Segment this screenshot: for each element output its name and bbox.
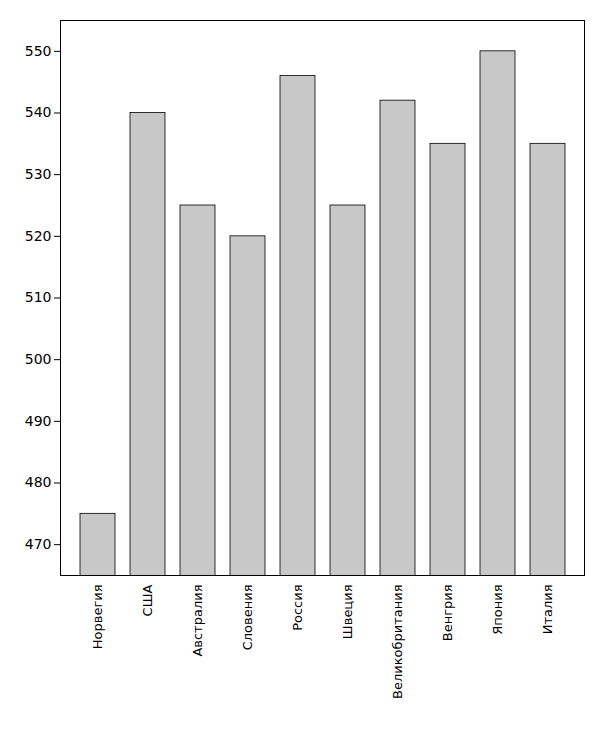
svg-text:Япония: Япония — [490, 585, 505, 635]
svg-text:Венгрия: Венгрия — [440, 585, 455, 642]
svg-text:Словения: Словения — [240, 585, 255, 651]
svg-text:480: 480 — [25, 474, 52, 490]
svg-text:Австралия: Австралия — [190, 585, 205, 657]
svg-text:510: 510 — [25, 289, 52, 305]
svg-text:США: США — [140, 584, 155, 616]
svg-text:540: 540 — [25, 104, 52, 120]
svg-text:470: 470 — [25, 536, 52, 552]
svg-text:550: 550 — [25, 43, 52, 59]
svg-text:490: 490 — [25, 413, 52, 429]
svg-text:Италия: Италия — [540, 585, 555, 635]
svg-text:Швеция: Швеция — [340, 585, 355, 640]
svg-text:Великобритания: Великобритания — [390, 585, 405, 700]
svg-text:Норвегия: Норвегия — [90, 585, 105, 650]
svg-text:500: 500 — [25, 351, 52, 367]
svg-text:530: 530 — [25, 166, 52, 182]
svg-text:Россия: Россия — [290, 585, 305, 631]
svg-text:520: 520 — [25, 228, 52, 244]
